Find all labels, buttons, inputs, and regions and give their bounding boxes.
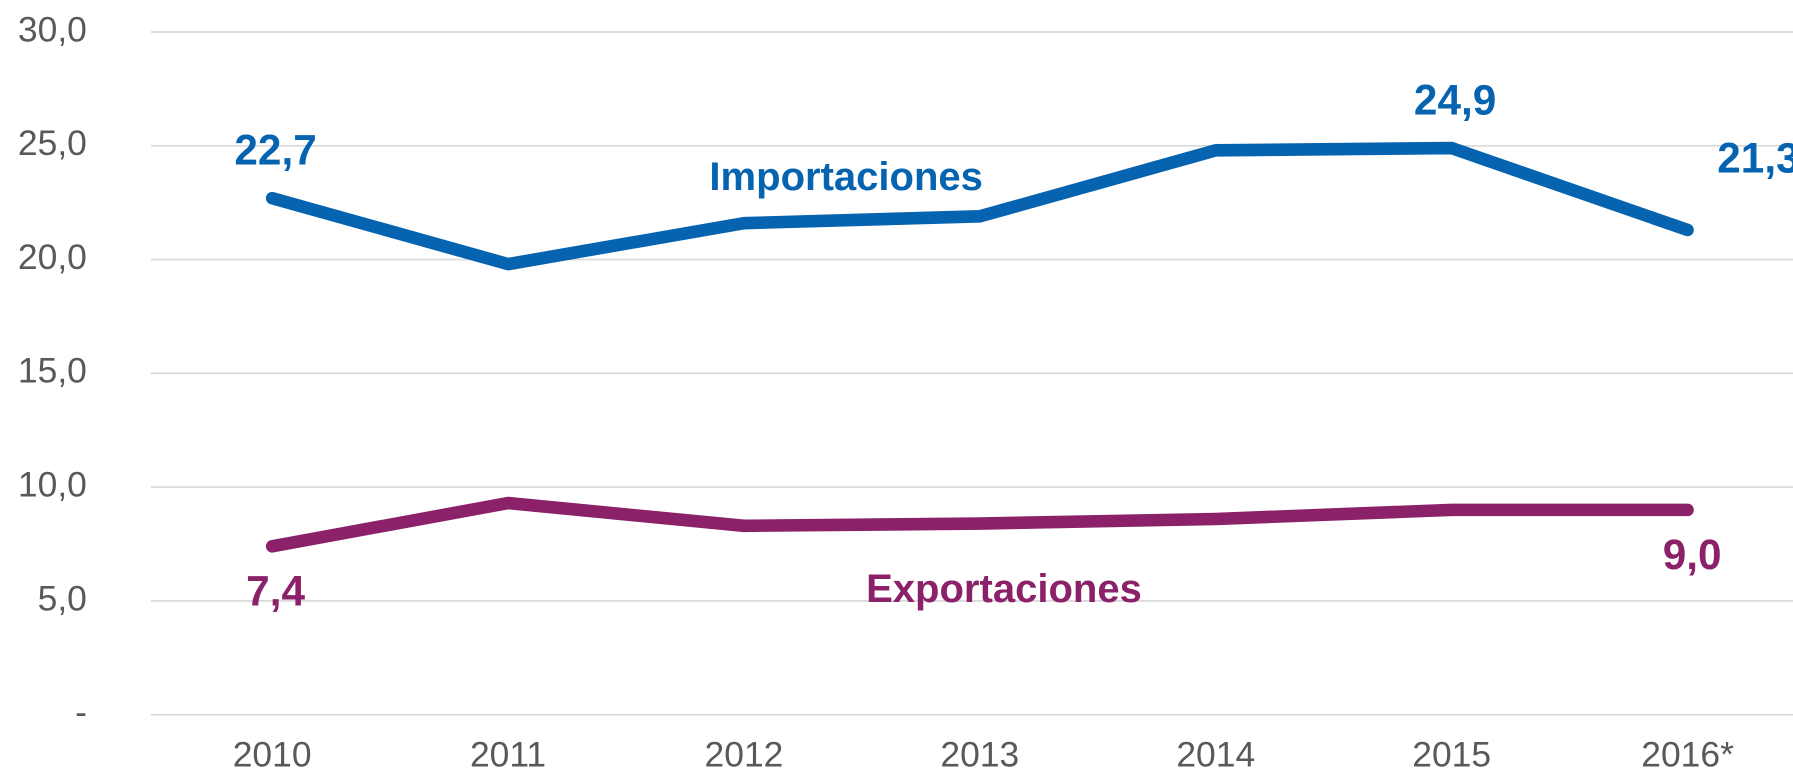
y-tick-label: 10,0 xyxy=(18,464,87,504)
x-tick-label: 2010 xyxy=(233,734,312,773)
data-label: 22,7 xyxy=(234,127,316,174)
x-tick-label: 2015 xyxy=(1412,734,1491,773)
series-label: Importaciones xyxy=(709,155,983,199)
data-label: 7,4 xyxy=(246,567,305,614)
line xyxy=(265,141,1694,271)
data-label: 21,3 xyxy=(1717,135,1793,182)
x-tick-label: 2014 xyxy=(1176,734,1255,773)
x-tick-label: 2012 xyxy=(705,734,784,773)
y-tick-label: 15,0 xyxy=(18,351,87,391)
series-label: Exportaciones xyxy=(866,567,1142,611)
x-tick-label: 2013 xyxy=(940,734,1019,773)
y-tick-label: 30,0 xyxy=(18,9,87,49)
x-tick-label: 2011 xyxy=(470,734,546,773)
y-tick-label: - xyxy=(75,692,87,732)
data-label: 24,9 xyxy=(1414,77,1496,124)
line xyxy=(265,496,1694,553)
y-tick-label: 5,0 xyxy=(38,578,87,618)
data-label: 9,0 xyxy=(1663,531,1722,578)
y-tick-label: 25,0 xyxy=(18,123,87,163)
x-tick-label: 2016* xyxy=(1641,734,1734,773)
y-tick-label: 20,0 xyxy=(18,237,87,277)
